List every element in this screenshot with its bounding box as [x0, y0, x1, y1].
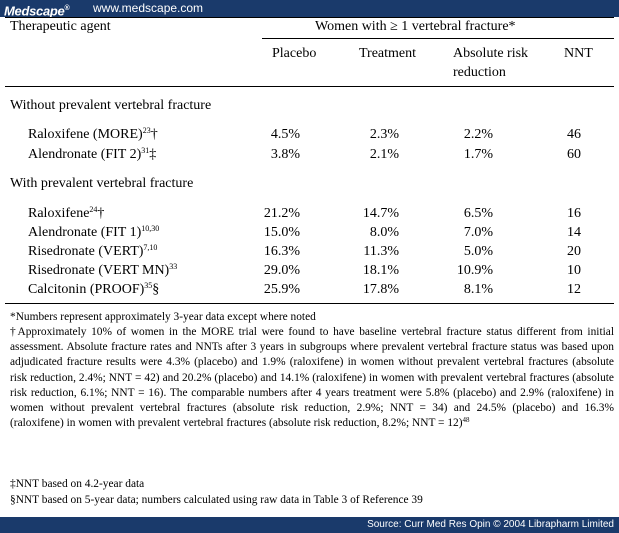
cell-placebo: 15.0% [263, 225, 300, 240]
cell-treatment: 2.1% [369, 147, 399, 162]
cell-treatment: 18.1% [362, 263, 399, 278]
footnote-mark: † [97, 206, 105, 221]
col-header-placebo: Placebo [272, 46, 317, 61]
footnote-ddagger: ‡NNT based on 4.2-year data [10, 478, 145, 490]
table-row-agent: Raloxifene24† [28, 206, 104, 222]
cell-treatment: 11.3% [363, 244, 399, 259]
cell-placebo: 3.8% [270, 147, 300, 162]
group-header: Women with ≥ 1 vertebral fracture* [315, 19, 516, 34]
cell-nnt: 60 [567, 147, 581, 162]
reference-sup: 23 [142, 126, 151, 135]
cell-arr: 5.0% [463, 244, 493, 259]
agent-name: Calcitonin (PROOF) [28, 282, 145, 297]
agent-name: Risedronate (VERT MN) [28, 263, 170, 278]
footnote-mark: † [150, 127, 158, 142]
section-title: Without prevalent vertebral fracture [10, 98, 212, 113]
footnote-dagger-text: †Approximately 10% of women in the MORE … [10, 326, 614, 430]
cell-treatment: 8.0% [369, 225, 399, 240]
cell-placebo: 21.2% [263, 206, 300, 221]
footnote-mark: § [152, 282, 160, 297]
header-bottom-rule [5, 86, 614, 87]
cell-arr: 1.7% [463, 147, 493, 162]
reference-sup: 24 [89, 205, 98, 214]
cell-arr: 7.0% [463, 225, 493, 240]
cell-treatment: 14.7% [362, 206, 399, 221]
reference-sup: 48 [462, 416, 470, 425]
reference-sup: 31 [141, 146, 150, 155]
agent-name: Raloxifene [28, 206, 90, 221]
col-header-arr-line2: reduction [453, 65, 506, 80]
footnote-section: §NNT based on 5-year data; numbers calcu… [10, 494, 423, 506]
cell-nnt: 16 [567, 206, 581, 221]
source-credit: Source: Curr Med Res Opin © 2004 Libraph… [367, 519, 614, 530]
cell-placebo: 4.5% [270, 127, 300, 142]
cell-nnt: 20 [567, 244, 581, 259]
col-header-nnt: NNT [564, 46, 593, 61]
agent-name: Raloxifene (MORE) [28, 127, 143, 142]
footnote-star: *Numbers represent approximately 3-year … [10, 311, 316, 323]
reference-sup: 10,30 [141, 224, 160, 233]
cell-placebo: 16.3% [263, 244, 300, 259]
agent-name: Alendronate (FIT 2) [28, 147, 142, 162]
cell-arr: 2.2% [463, 127, 493, 142]
footnote-mark: ‡ [149, 147, 157, 162]
footer-bar: Source: Curr Med Res Opin © 2004 Libraph… [0, 517, 619, 533]
col-header-agent: Therapeutic agent [10, 19, 111, 34]
section-title: With prevalent vertebral fracture [10, 176, 194, 191]
col-header-treatment: Treatment [359, 46, 417, 61]
agent-name: Risedronate (VERT) [28, 244, 144, 259]
reference-sup: 33 [169, 262, 178, 271]
cell-arr: 10.9% [456, 263, 493, 278]
table-row-agent: Raloxifene (MORE)23† [28, 127, 158, 143]
registered-mark: ® [64, 5, 70, 12]
cell-arr: 6.5% [463, 206, 493, 221]
header-bar: Medscape® www.medscape.com [0, 0, 619, 19]
table-row-agent: Alendronate (FIT 2)31‡ [28, 147, 156, 163]
footnote-dagger: †Approximately 10% of women in the MORE … [10, 325, 614, 431]
cell-treatment: 2.3% [369, 127, 399, 142]
group-header-rule [262, 38, 614, 39]
col-header-arr-line1: Absolute risk [453, 46, 529, 61]
table-top-rule [5, 17, 614, 18]
cell-treatment: 17.8% [362, 282, 399, 297]
cell-nnt: 12 [567, 282, 581, 297]
table-row-agent: Calcitonin (PROOF)35§ [28, 282, 159, 298]
table-row-agent: Risedronate (VERT MN)33 [28, 263, 177, 279]
cell-arr: 8.1% [463, 282, 493, 297]
table-row-agent: Risedronate (VERT)7,10 [28, 244, 157, 260]
table-bottom-rule [5, 303, 614, 304]
cell-nnt: 46 [567, 127, 581, 142]
cell-nnt: 10 [567, 263, 581, 278]
cell-nnt: 14 [567, 225, 581, 240]
reference-sup: 35 [144, 281, 153, 290]
reference-sup: 7,10 [143, 243, 158, 252]
cell-placebo: 25.9% [263, 282, 300, 297]
medscape-logo[interactable]: Medscape® [4, 0, 70, 19]
cell-placebo: 29.0% [263, 263, 300, 278]
logo-text: Medscape [4, 3, 65, 19]
table-row-agent: Alendronate (FIT 1)10,30 [28, 225, 159, 241]
agent-name: Alendronate (FIT 1) [28, 225, 142, 240]
site-url-link[interactable]: www.medscape.com [93, 1, 204, 15]
